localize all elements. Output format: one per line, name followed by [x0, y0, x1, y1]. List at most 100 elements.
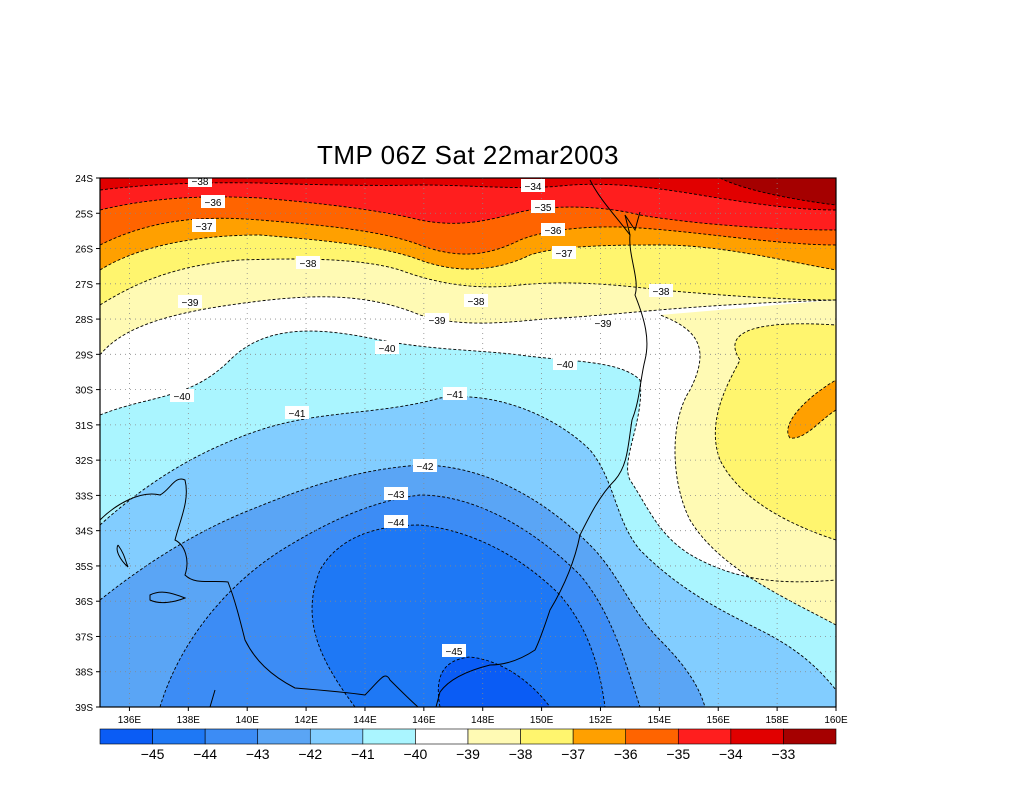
- band-minus-38-right: [715, 323, 836, 540]
- svg-text:−44: −44: [388, 518, 405, 529]
- contour-label: −37: [552, 246, 576, 260]
- svg-text:−35: −35: [535, 203, 552, 214]
- colorbar-label: −35: [666, 746, 690, 762]
- lon-tick-label: 154E: [648, 715, 672, 726]
- lon-tick-label: 146E: [412, 715, 436, 726]
- colorbar-label: −38: [509, 746, 533, 762]
- lon-tick-label: 140E: [236, 715, 260, 726]
- lon-tick-label: 156E: [707, 715, 731, 726]
- colorbar-label: −39: [456, 746, 480, 762]
- svg-text:−38: −38: [192, 177, 209, 188]
- lat-tick-label: 29S: [75, 350, 93, 361]
- colorbar-label: −44: [193, 746, 217, 762]
- gridlines: [100, 178, 836, 707]
- colorbar-label: −33: [772, 746, 796, 762]
- svg-text:−39: −39: [595, 319, 612, 330]
- svg-text:−38: −38: [468, 297, 485, 308]
- contour-label: −41: [285, 406, 309, 420]
- contour-label: −41: [443, 387, 467, 401]
- colorbar-label: −42: [298, 746, 322, 762]
- contour-labels: −38 −34 −35 −36 −36 −37 −37 −38 −38 −38 −39 −39 −39 −…: [170, 174, 673, 658]
- colorbar-swatch: [625, 728, 679, 745]
- svg-text:−41: −41: [447, 390, 464, 401]
- colorbar-swatch: [415, 728, 469, 745]
- colorbar-swatch: [520, 728, 574, 745]
- colorbar-swatch: [204, 728, 259, 745]
- lat-tick-label: 27S: [75, 280, 93, 291]
- colorbar-label: −37: [561, 746, 585, 762]
- svg-text:−37: −37: [196, 222, 213, 233]
- filled-contours: [100, 178, 836, 707]
- map-frame: [99, 177, 837, 708]
- colorbar-label: −45: [141, 746, 165, 762]
- contour-label: −35: [531, 200, 555, 214]
- svg-text:−45: −45: [446, 647, 463, 658]
- colorbar-label: −43: [246, 746, 270, 762]
- colorbar-label: −36: [614, 746, 638, 762]
- svg-text:−36: −36: [205, 198, 222, 209]
- lat-tick-label: 25S: [75, 209, 93, 220]
- colorbar-swatch: [730, 728, 784, 745]
- band-minus-34-top: [100, 178, 836, 210]
- contour-label: −38: [188, 174, 212, 188]
- lat-tick-label: 26S: [75, 245, 93, 256]
- lon-tick-label: 136E: [118, 715, 142, 726]
- colorbar-swatch: [99, 728, 153, 745]
- lon-tick-label: 138E: [177, 715, 201, 726]
- contour-label: −44: [384, 515, 408, 529]
- colorbar-swatch: [677, 728, 732, 745]
- contour-label: −42: [413, 459, 437, 473]
- svg-text:−39: −39: [429, 316, 446, 327]
- colorbar-label: −34: [719, 746, 743, 762]
- svg-text:−42: −42: [417, 462, 434, 473]
- band-minus-33-top: [720, 178, 836, 205]
- band-minus-45: [438, 657, 550, 707]
- colorbar-label: −40: [404, 746, 428, 762]
- contour-label: −40: [553, 357, 577, 371]
- contour-label: −36: [201, 195, 225, 209]
- colorbar-swatch: [467, 728, 521, 745]
- svg-text:−37: −37: [556, 249, 573, 260]
- colorbar-swatch: [572, 728, 627, 745]
- lat-tick-label: 34S: [75, 527, 93, 538]
- lat-tick-label: 31S: [75, 421, 93, 432]
- lat-tick-label: 37S: [75, 632, 93, 643]
- lat-tick-label: 38S: [75, 668, 93, 679]
- lon-tick-label: 144E: [353, 715, 377, 726]
- contour-label: −39: [178, 295, 202, 309]
- lat-tick-label: 33S: [75, 491, 93, 502]
- contour-label: −37: [192, 219, 216, 233]
- svg-text:−38: −38: [653, 287, 670, 298]
- chart-title: TMP 06Z Sat 22mar2003: [317, 140, 619, 170]
- contour-label: −36: [541, 223, 565, 237]
- contour-label: −38: [464, 294, 488, 308]
- svg-text:−40: −40: [174, 392, 191, 403]
- contour-label: −45: [442, 644, 466, 658]
- colorbar-swatch: [257, 728, 311, 745]
- colorbar-swatch: [309, 728, 364, 745]
- svg-text:−43: −43: [388, 490, 405, 501]
- lat-tick-label: 39S: [75, 703, 93, 714]
- contour-label: −43: [384, 487, 408, 501]
- lat-tick-label: 30S: [75, 386, 93, 397]
- svg-text:−40: −40: [379, 344, 396, 355]
- band-minus-37-right: [787, 380, 836, 439]
- colorbar-swatch: [152, 728, 206, 745]
- lon-tick-label: 160E: [824, 715, 848, 726]
- coastline: [100, 179, 648, 707]
- colorbar-label: −41: [351, 746, 375, 762]
- lon-tick-label: 152E: [589, 715, 613, 726]
- band-minus-35-top: [100, 178, 836, 230]
- contour-label: −40: [170, 389, 194, 403]
- contour-label: −34: [521, 179, 545, 193]
- colorbar-swatch: [362, 728, 416, 745]
- lon-tick-label: 148E: [471, 715, 495, 726]
- lat-tick-label: 24S: [75, 174, 93, 185]
- lon-tick-label: 158E: [765, 715, 789, 726]
- colorbar: −45 −44 −43 −42 −41 −40 −39 −38 −37 −36 −35 −34 −33: [99, 728, 837, 762]
- lat-tick-label: 32S: [75, 456, 93, 467]
- svg-text:−36: −36: [545, 226, 562, 237]
- colorbar-swatch: [783, 728, 837, 745]
- svg-text:−41: −41: [289, 409, 306, 420]
